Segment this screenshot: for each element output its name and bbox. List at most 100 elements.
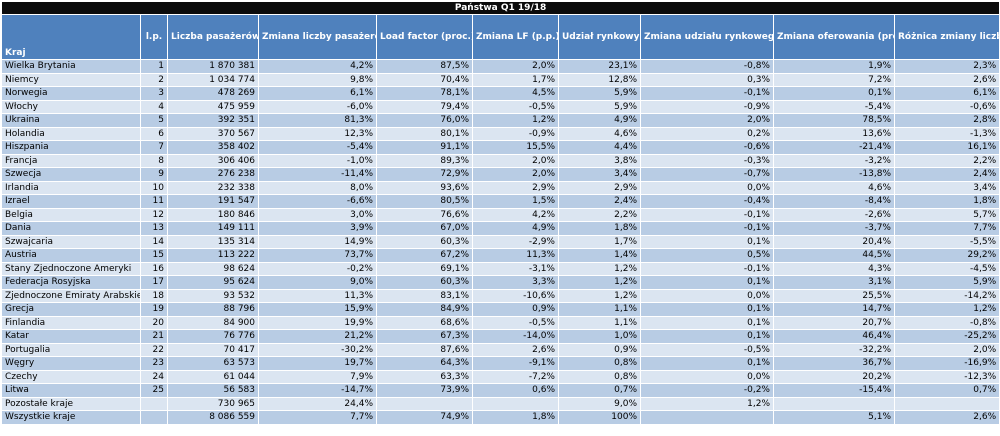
header-row: Kraj l.p. Liczba pasażerów Zmiana liczby pa… (1, 14, 1000, 60)
cell-country: Hiszpania (1, 140, 141, 155)
cell-load-factor: 89,3% (376, 153, 473, 168)
cell-passengers: 358 402 (167, 140, 259, 155)
cell-passengers: 76 776 (167, 329, 259, 344)
cell-load-factor: 84,9% (376, 302, 473, 317)
cell-passengers: 8 086 559 (167, 410, 259, 425)
cell-market-share-change: -0,1% (640, 261, 774, 276)
cell-difference: 16,1% (893, 140, 1000, 155)
cell-offer-change: 3,1% (773, 275, 895, 290)
cell-load-factor: 60,3% (376, 275, 473, 290)
cell-load-factor: 76,6% (376, 207, 473, 222)
cell-offer-change: -3,7% (773, 221, 895, 236)
cell-offer-change: -13,8% (773, 167, 895, 182)
cell-market-share: 1,2% (558, 261, 641, 276)
cell-difference: -25,2% (893, 329, 1000, 344)
cell-passenger-change: 21,2% (258, 329, 377, 344)
cell-lf-change: -2,9% (472, 234, 559, 249)
cell-country: Belgia (1, 207, 141, 222)
cell-load-factor: 80,1% (376, 126, 473, 141)
cell-lf-change: 2,6% (472, 342, 559, 357)
cell-lf-change: 4,5% (472, 86, 559, 101)
cell-load-factor: 63,3% (376, 369, 473, 384)
cell-passenger-change: 7,9% (258, 369, 377, 384)
table-row: Pozostałe kraje 730 965 24,4% 9,0% 1,2% (1, 396, 1000, 411)
cell-difference: -12,3% (893, 369, 1000, 384)
cell-difference: -16,9% (893, 356, 1000, 371)
cell-market-share: 1,0% (558, 329, 641, 344)
cell-lp: 12 (140, 207, 168, 222)
cell-difference: -1,3% (893, 126, 1000, 141)
cell-passenger-change: -6,0% (258, 99, 377, 114)
cell-load-factor: 69,1% (376, 261, 473, 276)
cell-country: Portugalia (1, 342, 141, 357)
cell-country: Zjednoczone Emiraty Arabskie (1, 288, 141, 303)
cell-difference: 2,2% (893, 153, 1000, 168)
cell-lf-change: 2,0% (472, 153, 559, 168)
cell-country: Szwecja (1, 167, 141, 182)
cell-difference: 0,7% (893, 383, 1000, 398)
cell-passengers: 392 351 (167, 113, 259, 128)
cell-market-share: 0,8% (558, 369, 641, 384)
cell-passenger-change: 19,7% (258, 356, 377, 371)
cell-passengers: 113 222 (167, 248, 259, 263)
cell-passenger-change: -1,0% (258, 153, 377, 168)
table-row: Holandia 6 370 567 12,3% 80,1% -0,9% 4,6% 0,2% 1… (1, 126, 1000, 141)
cell-market-share-change: 0,5% (640, 248, 774, 263)
cell-passenger-change: 14,9% (258, 234, 377, 249)
table-row: Wszystkie kraje 8 086 559 7,7% 74,9% 1,8% 100… (1, 410, 1000, 425)
cell-market-share: 1,4% (558, 248, 641, 263)
cell-passengers: 370 567 (167, 126, 259, 141)
cell-market-share: 4,6% (558, 126, 641, 141)
cell-country: Finlandia (1, 315, 141, 330)
cell-market-share-change: -0,1% (640, 221, 774, 236)
cell-passengers: 93 532 (167, 288, 259, 303)
cell-difference: 29,2% (893, 248, 1000, 263)
cell-offer-change: -8,4% (773, 194, 895, 209)
table-row: Federacja Rosyjska 17 95 624 9,0% 60,3% 3,3% 1… (1, 275, 1000, 290)
cell-load-factor: 67,3% (376, 329, 473, 344)
cell-lp: 2 (140, 72, 168, 87)
table-row: Zjednoczone Emiraty Arabskie 18 93 532 11,3… (1, 288, 1000, 303)
cell-passenger-change: -6,6% (258, 194, 377, 209)
cell-difference: 3,4% (893, 180, 1000, 195)
cell-market-share-change (640, 410, 774, 425)
cell-lp: 13 (140, 221, 168, 236)
table-row: Niemcy 2 1 034 774 9,8% 70,4% 1,7% 12,8% 0,3% 7,… (1, 72, 1000, 87)
header-load-factor: Load factor (proc.) (376, 14, 473, 60)
cell-difference: 2,0% (893, 342, 1000, 357)
cell-country: Szwajcaria (1, 234, 141, 249)
cell-offer-change: -3,2% (773, 153, 895, 168)
cell-market-share-change: 0,0% (640, 288, 774, 303)
cell-load-factor: 60,3% (376, 234, 473, 249)
cell-lf-change: 1,2% (472, 113, 559, 128)
cell-lf-change: 4,2% (472, 207, 559, 222)
cell-passengers: 475 959 (167, 99, 259, 114)
cell-offer-change: 4,3% (773, 261, 895, 276)
header-passenger-change: Zmiana liczby pasażerów (258, 14, 377, 60)
cell-passengers: 306 406 (167, 153, 259, 168)
cell-lf-change: -0,5% (472, 315, 559, 330)
table-row: Szwecja 9 276 238 -11,4% 72,9% 2,0% 3,4% -0,7% -… (1, 167, 1000, 182)
cell-market-share: 5,9% (558, 99, 641, 114)
table-row: Włochy 4 475 959 -6,0% 79,4% -0,5% 5,9% -0,9% -5… (1, 99, 1000, 114)
table-row: Szwajcaria 14 135 314 14,9% 60,3% -2,9% 1,7% 0,… (1, 234, 1000, 249)
cell-offer-change: 25,5% (773, 288, 895, 303)
cell-market-share: 3,8% (558, 153, 641, 168)
cell-offer-change (773, 396, 895, 411)
table-title: Państwa Q1 19/18 (0, 1, 1000, 15)
cell-passengers: 730 965 (167, 396, 259, 411)
cell-country: Holandia (1, 126, 141, 141)
cell-difference: 1,8% (893, 194, 1000, 209)
cell-offer-change: -15,4% (773, 383, 895, 398)
cell-load-factor: 74,9% (376, 410, 473, 425)
cell-passengers: 191 547 (167, 194, 259, 209)
cell-passenger-change: -0,2% (258, 261, 377, 276)
table-row: Norwegia 3 478 269 6,1% 78,1% 4,5% 5,9% -0,1% 0,… (1, 86, 1000, 101)
table-row: Francja 8 306 406 -1,0% 89,3% 2,0% 3,8% -0,3% -3… (1, 153, 1000, 168)
cell-offer-change: 5,1% (773, 410, 895, 425)
cell-lf-change: -3,1% (472, 261, 559, 276)
cell-market-share-change: 0,3% (640, 72, 774, 87)
cell-offer-change: -5,4% (773, 99, 895, 114)
cell-difference (893, 396, 1000, 411)
cell-lf-change: 0,6% (472, 383, 559, 398)
